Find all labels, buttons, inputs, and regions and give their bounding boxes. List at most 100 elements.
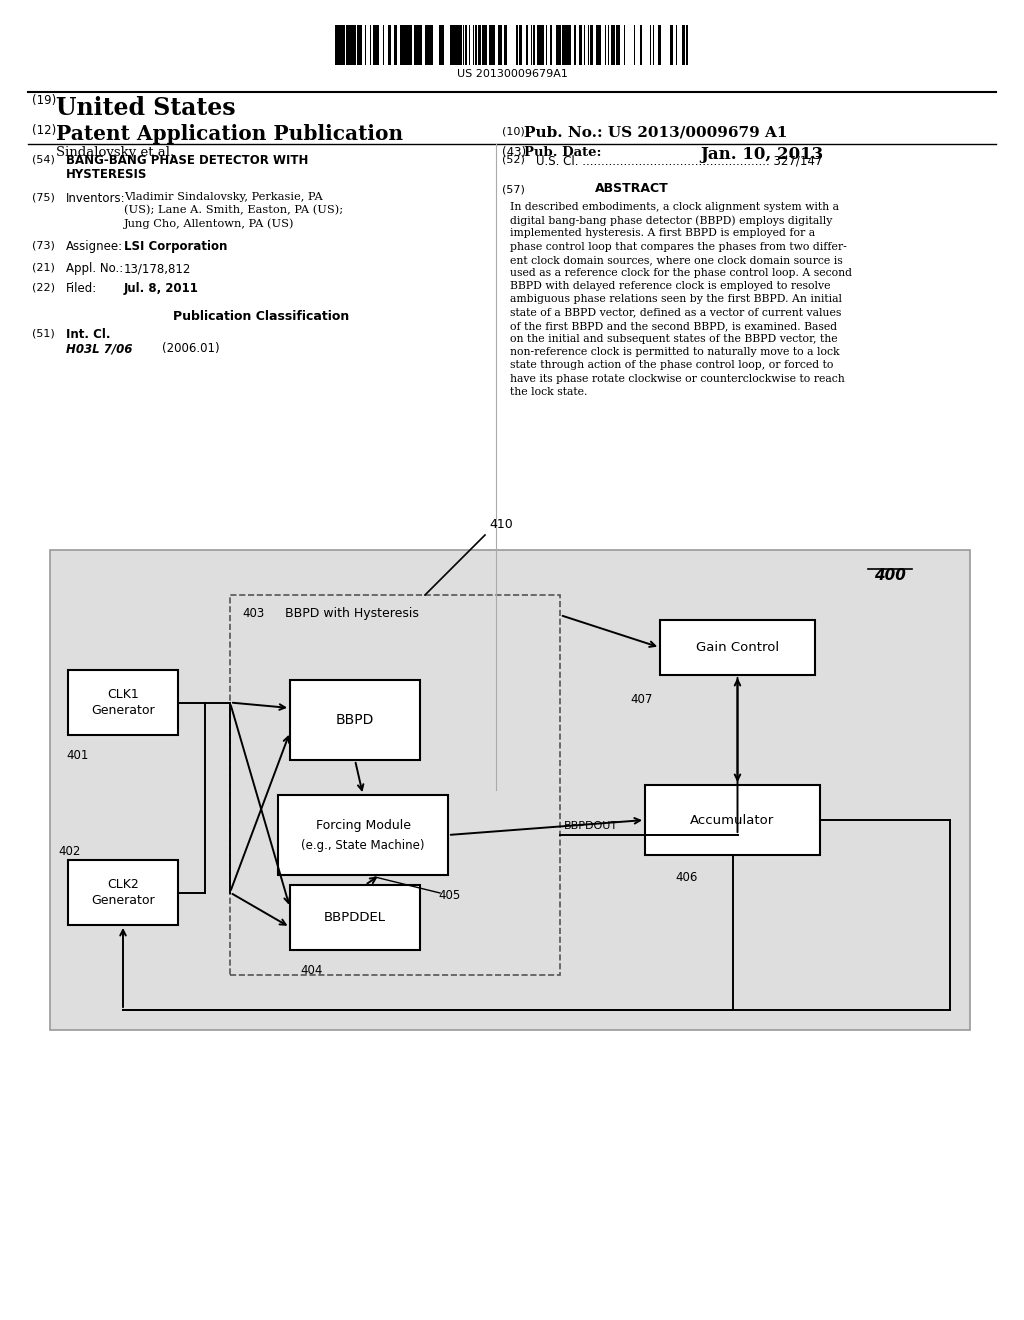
Bar — [455, 25, 459, 65]
Bar — [337, 25, 341, 65]
Bar — [408, 25, 411, 65]
Bar — [341, 25, 343, 65]
Text: (52): (52) — [502, 154, 525, 164]
Text: 13/178,812: 13/178,812 — [124, 261, 191, 275]
Text: Vladimir Sindalovsky, Perkasie, PA: Vladimir Sindalovsky, Perkasie, PA — [124, 191, 323, 202]
Bar — [540, 25, 542, 65]
Bar — [354, 25, 356, 65]
Text: Sindalovsky et al.: Sindalovsky et al. — [56, 147, 174, 158]
Text: 410: 410 — [489, 517, 513, 531]
Text: have its phase rotate clockwise or counterclockwise to reach: have its phase rotate clockwise or count… — [510, 374, 845, 384]
Bar — [478, 25, 481, 65]
Bar — [428, 25, 431, 65]
Text: implemented hysteresis. A first BBPD is employed for a: implemented hysteresis. A first BBPD is … — [510, 228, 815, 239]
Text: CLK2: CLK2 — [108, 878, 139, 891]
Text: (43): (43) — [502, 147, 526, 158]
Bar — [556, 25, 558, 65]
Text: Forcing Module: Forcing Module — [315, 818, 411, 832]
Bar — [537, 25, 540, 65]
Bar — [599, 25, 601, 65]
Bar — [50, 550, 970, 1030]
Bar — [498, 25, 502, 65]
Text: 403: 403 — [242, 607, 264, 620]
Text: LSI Corporation: LSI Corporation — [124, 240, 227, 253]
Bar — [394, 25, 397, 65]
Bar — [290, 884, 420, 950]
Text: BBPDOUT: BBPDOUT — [564, 821, 618, 832]
Text: used as a reference clock for the phase control loop. A second: used as a reference clock for the phase … — [510, 268, 852, 279]
Bar — [550, 25, 552, 65]
Bar — [567, 25, 571, 65]
Bar — [404, 25, 408, 65]
Bar — [343, 25, 345, 65]
Text: Inventors:: Inventors: — [66, 191, 126, 205]
Bar — [590, 25, 593, 65]
Text: Publication Classification: Publication Classification — [173, 310, 349, 323]
Bar — [558, 25, 561, 65]
Text: United States: United States — [56, 96, 236, 120]
Text: Jan. 10, 2013: Jan. 10, 2013 — [700, 147, 823, 162]
Text: Filed:: Filed: — [66, 282, 97, 294]
Bar — [460, 25, 462, 65]
Text: CLK1: CLK1 — [108, 688, 139, 701]
Bar — [645, 785, 820, 855]
Text: (51): (51) — [32, 327, 54, 338]
Text: 405: 405 — [438, 888, 460, 902]
Text: BBPD: BBPD — [336, 713, 374, 727]
Text: Assignee:: Assignee: — [66, 240, 123, 253]
Bar — [388, 25, 391, 65]
Bar — [335, 25, 337, 65]
Bar — [682, 25, 684, 65]
Text: non-reference clock is permitted to naturally move to a lock: non-reference clock is permitted to natu… — [510, 347, 840, 358]
Bar — [358, 25, 362, 65]
Bar — [504, 25, 507, 65]
Text: 402: 402 — [58, 845, 80, 858]
Text: Gain Control: Gain Control — [696, 642, 779, 653]
Bar — [376, 25, 379, 65]
Text: Generator: Generator — [91, 894, 155, 907]
Text: Pub. Date:: Pub. Date: — [524, 147, 601, 158]
Text: Appl. No.:: Appl. No.: — [66, 261, 123, 275]
Text: Generator: Generator — [91, 704, 155, 717]
Text: (19): (19) — [32, 94, 56, 107]
Text: Jung Cho, Allentown, PA (US): Jung Cho, Allentown, PA (US) — [124, 218, 295, 228]
Text: (12): (12) — [32, 124, 56, 137]
Bar — [442, 25, 444, 65]
Text: 404: 404 — [300, 964, 323, 977]
Text: BBPDDEL: BBPDDEL — [324, 911, 386, 924]
Text: BBPD with delayed reference clock is employed to resolve: BBPD with delayed reference clock is emp… — [510, 281, 830, 292]
Bar — [483, 25, 486, 65]
Text: 401: 401 — [66, 748, 88, 762]
Bar — [440, 25, 442, 65]
Text: (57): (57) — [502, 183, 525, 194]
Text: In described embodiments, a clock alignment system with a: In described embodiments, a clock alignm… — [510, 202, 839, 213]
Text: HYSTERESIS: HYSTERESIS — [66, 168, 147, 181]
Text: (US); Lane A. Smith, Easton, PA (US);: (US); Lane A. Smith, Easton, PA (US); — [124, 205, 343, 215]
Bar — [579, 25, 582, 65]
Bar — [574, 25, 575, 65]
Bar — [68, 671, 178, 735]
Text: (73): (73) — [32, 240, 55, 249]
Bar — [451, 25, 453, 65]
Bar — [534, 25, 535, 65]
Bar — [416, 25, 420, 65]
Text: ent clock domain sources, where one clock domain source is: ent clock domain sources, where one cloc… — [510, 255, 843, 265]
Text: of the first BBPD and the second BBPD, is examined. Based: of the first BBPD and the second BBPD, i… — [510, 321, 838, 331]
Text: Jul. 8, 2011: Jul. 8, 2011 — [124, 282, 199, 294]
Bar — [563, 25, 565, 65]
Text: (10): (10) — [502, 125, 524, 136]
Bar — [373, 25, 376, 65]
Bar — [401, 25, 404, 65]
Text: BBPD with Hysteresis: BBPD with Hysteresis — [285, 607, 419, 620]
Bar — [519, 25, 522, 65]
Text: phase control loop that compares the phases from two differ-: phase control loop that compares the pha… — [510, 242, 847, 252]
Text: (e.g., State Machine): (e.g., State Machine) — [301, 838, 425, 851]
Text: (21): (21) — [32, 261, 55, 272]
Text: BANG-BANG PHASE DETECTOR WITH: BANG-BANG PHASE DETECTOR WITH — [66, 154, 308, 168]
Text: H03L 7/06: H03L 7/06 — [66, 342, 132, 355]
Text: 407: 407 — [630, 693, 652, 706]
Bar — [596, 25, 599, 65]
Bar — [290, 680, 420, 760]
Text: (2006.01): (2006.01) — [162, 342, 219, 355]
Bar — [660, 620, 815, 675]
